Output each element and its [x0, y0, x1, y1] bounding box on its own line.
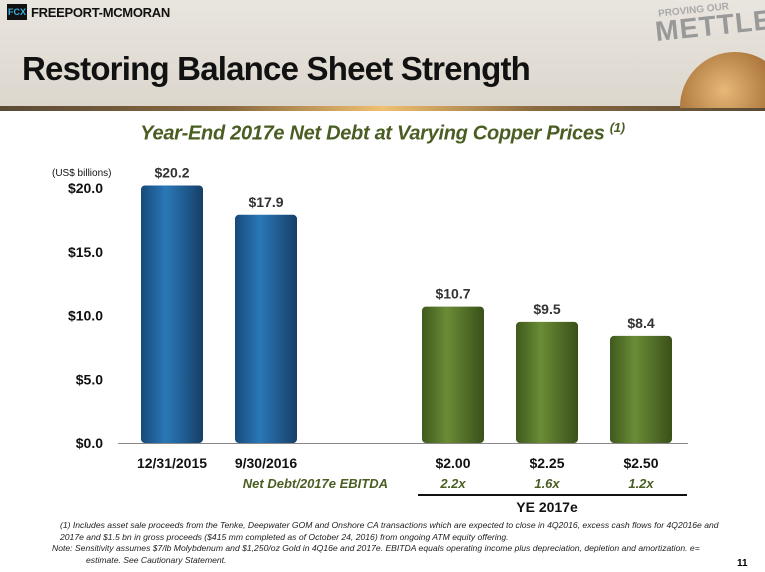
- footnotes: (1) Includes asset sale proceeds from th…: [52, 520, 732, 566]
- bar-chart: (US$ billions) $0.0 $5.0 $10.0 $15.0 $20.0 $20…: [52, 164, 688, 515]
- y-tick-label: $0.0: [76, 435, 103, 451]
- data-label: $9.5: [533, 301, 560, 317]
- data-label: $10.7: [435, 286, 470, 302]
- group-label: YE 2017e: [516, 499, 578, 515]
- data-label: $20.2: [154, 164, 189, 180]
- y-tick-label: $15.0: [68, 244, 103, 260]
- y-tick-label: $10.0: [68, 308, 103, 324]
- y-tick-label: $5.0: [76, 371, 103, 387]
- bar: [422, 306, 484, 443]
- footnote-1: (1) Includes asset sale proceeds from th…: [60, 520, 719, 542]
- y-tick-label: $20.0: [68, 180, 103, 196]
- chart-title-footnote: (1): [609, 120, 625, 135]
- company-logo: FCX FREEPORT-MCMORAN: [7, 4, 170, 20]
- ratio-value: 2.2x: [439, 476, 466, 491]
- page-title: Restoring Balance Sheet Strength: [22, 50, 531, 87]
- bar: [610, 335, 672, 443]
- x-tick-label: 9/30/2016: [235, 455, 297, 471]
- ratio-label: Net Debt/2017e EBITDA: [243, 476, 388, 491]
- company-name: FREEPORT-MCMORAN: [31, 4, 170, 20]
- page-number: 11: [737, 558, 748, 569]
- chart-title: Year-End 2017e Net Debt at Varying Coppe…: [0, 120, 765, 146]
- chart-title-text: Year-End 2017e Net Debt at Varying Coppe…: [140, 122, 605, 145]
- x-tick-label: $2.25: [529, 455, 564, 471]
- x-tick-label: $2.00: [435, 455, 470, 471]
- logo-mark: FCX: [7, 4, 27, 20]
- bar: [516, 321, 578, 443]
- x-tick-label: $2.50: [623, 455, 658, 471]
- ratio-value: 1.2x: [628, 476, 654, 491]
- y-axis-label: (US$ billions): [52, 168, 111, 179]
- x-tick-label: 12/31/2015: [137, 455, 207, 471]
- header-banner: [0, 0, 765, 106]
- footnote-note: Note: Sensitivity assumes $7/lb Molybden…: [52, 543, 700, 565]
- bar: [235, 214, 297, 443]
- data-label: $17.9: [248, 194, 283, 210]
- header-divider: [0, 106, 765, 111]
- ratio-value: 1.6x: [534, 476, 560, 491]
- data-label: $8.4: [627, 315, 654, 331]
- bar: [141, 185, 203, 443]
